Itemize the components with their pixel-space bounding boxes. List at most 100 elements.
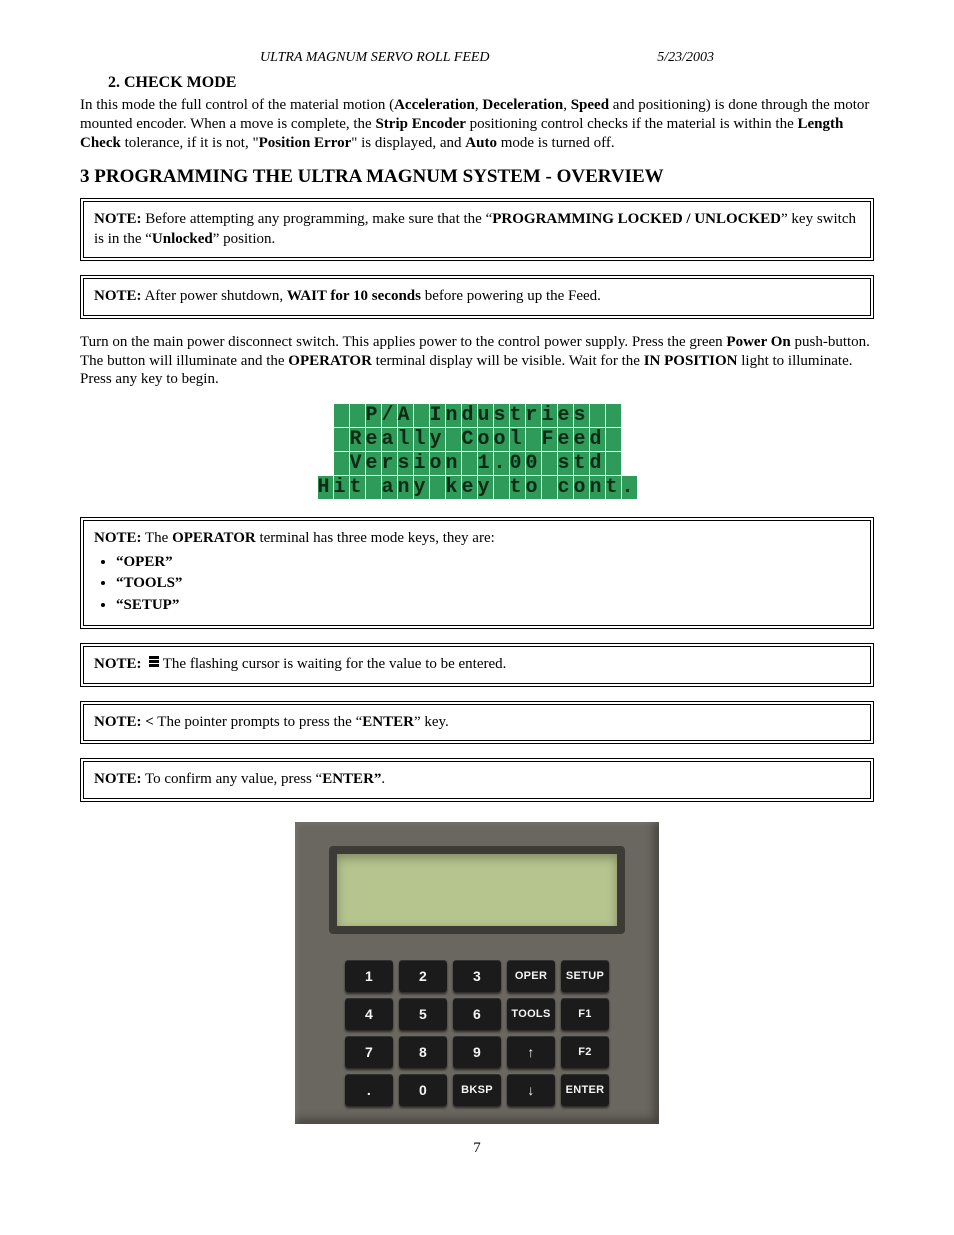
- key-6[interactable]: 6: [453, 998, 501, 1030]
- bold: Acceleration: [394, 97, 475, 113]
- lcd-char: .: [622, 476, 637, 499]
- key-symbol[interactable]: ↑: [507, 1036, 555, 1068]
- lcd-char: e: [558, 404, 573, 427]
- operator-terminal: 123OPERSETUP 456TOOLSF1 789↑F2.0BKSP↓ENTER: [295, 822, 659, 1124]
- lcd-char: [606, 404, 621, 427]
- lcd-char: [606, 452, 621, 475]
- note-box-4: NOTE: The flashing cursor is waiting for…: [80, 643, 874, 687]
- document-page: ULTRA MAGNUM SERVO ROLL FEED 5/23/2003 2…: [0, 0, 954, 1187]
- key-oper[interactable]: OPER: [507, 960, 555, 992]
- lcd-char: s: [558, 452, 573, 475]
- bold: OPERATOR: [288, 353, 372, 369]
- page-header: ULTRA MAGNUM SERVO ROLL FEED 5/23/2003: [80, 50, 874, 66]
- txt: The pointer prompts to press the “: [154, 714, 362, 730]
- txt: mode is turned off.: [497, 135, 615, 151]
- note-box-6: NOTE: To confirm any value, press “ENTER…: [80, 758, 874, 802]
- lcd-char: i: [414, 452, 429, 475]
- lcd-char: s: [398, 452, 413, 475]
- lcd-char: l: [398, 428, 413, 451]
- txt: Before attempting any programming, make …: [142, 211, 493, 227]
- note-label: NOTE: <: [94, 714, 154, 730]
- txt: positioning control checks if the materi…: [466, 116, 798, 132]
- key-1[interactable]: 1: [345, 960, 393, 992]
- mode-key-item: “OPER”: [116, 553, 860, 573]
- key-bksp[interactable]: BKSP: [453, 1074, 501, 1106]
- lcd-char: [590, 404, 605, 427]
- txt: To confirm any value, press “: [142, 771, 323, 787]
- lcd-char: n: [398, 476, 413, 499]
- header-title: ULTRA MAGNUM SERVO ROLL FEED: [260, 50, 490, 66]
- key-2[interactable]: 2: [399, 960, 447, 992]
- note-label: NOTE:: [94, 656, 142, 672]
- lcd-char: e: [574, 428, 589, 451]
- page-number: 7: [80, 1140, 874, 1157]
- section-2-body: In this mode the full control of the mat…: [80, 96, 874, 152]
- terminal-keypad: 123OPERSETUP 456TOOLSF1 789↑F2.0BKSP↓ENTER: [309, 960, 645, 1106]
- txt: In this mode the full control of the mat…: [80, 97, 394, 113]
- key-8[interactable]: 8: [399, 1036, 447, 1068]
- txt: " is displayed, and: [351, 135, 465, 151]
- note-label: NOTE:: [94, 771, 142, 787]
- key-5[interactable]: 5: [399, 998, 447, 1030]
- txt: After power shutdown,: [142, 288, 287, 304]
- lcd-char: [334, 428, 349, 451]
- txt: ,: [563, 97, 571, 113]
- bold: Power On: [726, 334, 790, 350]
- key-symbol[interactable]: .: [345, 1074, 393, 1106]
- lcd-char: y: [414, 476, 429, 499]
- lcd-char: e: [366, 428, 381, 451]
- note-box-1: NOTE: Before attempting any programming,…: [80, 198, 874, 261]
- note-box-2: NOTE: After power shutdown, WAIT for 10 …: [80, 275, 874, 319]
- key-4[interactable]: 4: [345, 998, 393, 1030]
- lcd-char: t: [606, 476, 621, 499]
- txt: terminal display will be visible. Wait f…: [372, 353, 644, 369]
- lcd-char: [526, 428, 541, 451]
- key-f2[interactable]: F2: [561, 1036, 609, 1068]
- key-9[interactable]: 9: [453, 1036, 501, 1068]
- lcd-char: e: [558, 428, 573, 451]
- lcd-char: e: [462, 476, 477, 499]
- bold: OPERATOR: [172, 530, 256, 546]
- note-label: NOTE:: [94, 211, 142, 227]
- lcd-char: d: [590, 428, 605, 451]
- lcd-char: o: [478, 428, 493, 451]
- bold: Deceleration: [482, 97, 563, 113]
- lcd-char: [430, 476, 445, 499]
- lcd-char: [494, 476, 509, 499]
- lcd-char: P: [366, 404, 381, 427]
- lcd-char: r: [526, 404, 541, 427]
- key-tools[interactable]: TOOLS: [507, 998, 555, 1030]
- lcd-char: o: [494, 428, 509, 451]
- lcd-char: [542, 452, 557, 475]
- lcd-char: t: [350, 476, 365, 499]
- lcd-char: R: [350, 428, 365, 451]
- lcd-char: [446, 428, 461, 451]
- txt: terminal has three mode keys, they are:: [256, 530, 495, 546]
- bold: IN POSITION: [644, 353, 738, 369]
- lcd-char: /: [382, 404, 397, 427]
- key-symbol[interactable]: ↓: [507, 1074, 555, 1106]
- bold: Strip Encoder: [375, 116, 465, 132]
- lcd-char: o: [430, 452, 445, 475]
- lcd-char: u: [478, 404, 493, 427]
- key-7[interactable]: 7: [345, 1036, 393, 1068]
- lcd-char: s: [574, 404, 589, 427]
- lcd-char: [414, 404, 429, 427]
- cursor-icon: [149, 656, 159, 670]
- key-3[interactable]: 3: [453, 960, 501, 992]
- lcd-char: y: [478, 476, 493, 499]
- txt: before powering up the Feed.: [421, 288, 601, 304]
- lcd-char: I: [430, 404, 445, 427]
- lcd-char: e: [366, 452, 381, 475]
- lcd-char: i: [542, 404, 557, 427]
- lcd-char: r: [382, 452, 397, 475]
- key-f1[interactable]: F1: [561, 998, 609, 1030]
- lcd-char: F: [542, 428, 557, 451]
- lcd-char: V: [350, 452, 365, 475]
- mode-keys-list: “OPER”“TOOLS”“SETUP”: [116, 553, 860, 616]
- key-setup[interactable]: SETUP: [561, 960, 609, 992]
- key-enter[interactable]: ENTER: [561, 1074, 609, 1106]
- lcd-char: [606, 428, 621, 451]
- lcd-char: [334, 452, 349, 475]
- key-0[interactable]: 0: [399, 1074, 447, 1106]
